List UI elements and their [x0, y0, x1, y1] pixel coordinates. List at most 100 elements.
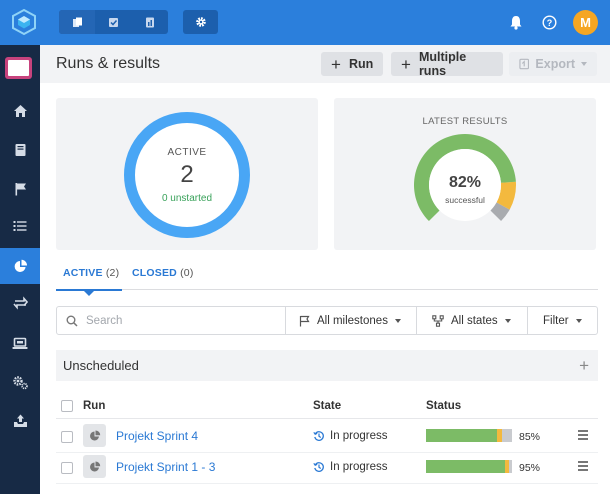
checklist-view-button[interactable] — [95, 10, 131, 34]
pie-chart-icon — [89, 460, 100, 471]
filter-label: Filter — [543, 314, 569, 327]
passed-segment — [426, 460, 506, 473]
select-all-checkbox[interactable] — [61, 400, 73, 412]
row-checkbox[interactable] — [61, 431, 73, 443]
run-name-link[interactable]: Projekt Sprint 4 — [116, 429, 199, 443]
help-icon: ? — [541, 14, 557, 30]
run-icon — [83, 455, 106, 478]
chevron-down-icon — [504, 318, 511, 323]
document-view-icon — [145, 17, 154, 27]
export-icon — [519, 58, 530, 70]
filter-divider — [416, 307, 417, 334]
svg-text:?: ? — [546, 18, 552, 28]
workflow-icon — [432, 314, 444, 327]
states-label: All states — [451, 314, 498, 327]
sync-icon — [12, 296, 28, 310]
export-button[interactable]: Export — [509, 52, 597, 76]
passed-donut-segment — [414, 134, 516, 222]
sidebar-item-automation[interactable] — [0, 325, 40, 361]
filter-divider — [285, 307, 286, 334]
results-donut-chart: 82% successful — [414, 134, 516, 222]
view-switcher — [59, 10, 168, 34]
tab-active[interactable]: ACTIVE (2) — [63, 267, 119, 279]
status-percent: 95% — [519, 462, 541, 474]
top-bar: ? M — [0, 0, 610, 45]
flag-icon — [15, 183, 26, 196]
project-thumbnail[interactable] — [5, 57, 32, 79]
sidebar-item-dashboard[interactable] — [0, 93, 40, 129]
runs-view-button[interactable] — [59, 10, 96, 34]
states-dropdown[interactable]: All states — [432, 307, 511, 334]
gear-icon — [195, 17, 206, 27]
milestones-dropdown[interactable]: All milestones — [299, 307, 401, 334]
group-title: Unscheduled — [63, 358, 139, 373]
filter-dropdown[interactable]: Filter — [543, 307, 582, 334]
chevron-down-icon — [394, 318, 401, 323]
column-status: Status — [426, 400, 462, 412]
sidebar-item-runs-results[interactable] — [0, 248, 40, 284]
column-state: State — [313, 400, 342, 412]
multiple-runs-label: Multiple runs — [418, 50, 467, 78]
settings-button[interactable] — [183, 10, 218, 34]
history-icon — [313, 462, 324, 472]
home-icon — [13, 105, 27, 117]
run-icon — [83, 424, 106, 447]
settings-gears-icon — [12, 375, 28, 389]
sidebar-item-sync[interactable] — [0, 285, 40, 321]
row-menu-button[interactable] — [578, 430, 588, 442]
latest-results-card: LATEST RESULTS 82% successful — [334, 98, 596, 250]
milestones-label: All milestones — [317, 314, 388, 327]
status-progress-bar — [426, 460, 512, 473]
row-checkbox[interactable] — [61, 462, 73, 474]
add-run-button[interactable]: + Run — [321, 52, 383, 76]
results-label: successful — [445, 195, 485, 205]
run-state: In progress — [313, 461, 388, 473]
results-percent: 82% — [449, 174, 481, 191]
tab-closed-count: (0) — [180, 267, 194, 279]
filter-divider — [527, 307, 528, 334]
export-label: Export — [535, 57, 575, 71]
table-row: Projekt Sprint 4 In progress 85% — [56, 422, 598, 453]
app-logo-icon[interactable] — [10, 8, 38, 36]
document-view-button[interactable] — [132, 10, 168, 34]
notifications-button[interactable] — [506, 12, 526, 32]
plus-icon: + — [331, 54, 341, 74]
list-icon — [13, 221, 27, 231]
sidebar-item-milestones[interactable] — [0, 171, 40, 207]
passed-segment — [426, 429, 497, 442]
active-count: 2 — [180, 161, 194, 188]
sidebar-item-cases[interactable] — [0, 132, 40, 168]
run-name-link[interactable]: Projekt Sprint 1 - 3 — [116, 460, 216, 474]
run-state: In progress — [313, 430, 388, 442]
search-input[interactable] — [86, 314, 266, 327]
active-ring: ACTIVE 2 0 unstarted — [124, 112, 250, 238]
add-multiple-runs-button[interactable]: + Multiple runs — [391, 50, 503, 78]
tab-active-count: (2) — [105, 267, 120, 279]
run-state-label: In progress — [330, 430, 388, 442]
blocked-segment — [505, 460, 510, 473]
tab-indicator-caret — [84, 291, 94, 296]
milestone-group-header: Unscheduled + — [56, 350, 598, 381]
pie-chart-icon — [89, 429, 100, 440]
table-row: Projekt Sprint 1 - 3 In progress 95% — [56, 453, 598, 484]
upload-tray-icon — [13, 414, 27, 427]
tab-closed-label: CLOSED — [132, 267, 177, 279]
sidebar-item-test-cases[interactable] — [0, 208, 40, 244]
book-icon — [15, 144, 25, 156]
column-run: Run — [83, 400, 106, 412]
pie-chart-icon — [14, 259, 27, 272]
checklist-view-icon — [108, 17, 118, 27]
add-run-label: Run — [348, 57, 374, 71]
runs-table-header: Run State Status — [56, 395, 598, 419]
help-button[interactable]: ? — [539, 12, 559, 32]
row-menu-button[interactable] — [578, 461, 588, 473]
search-icon — [66, 315, 78, 327]
tab-closed[interactable]: CLOSED (0) — [132, 267, 194, 279]
sidebar-item-project-settings[interactable] — [0, 364, 40, 400]
user-avatar[interactable]: M — [573, 10, 598, 35]
add-to-group-button[interactable]: + — [579, 356, 589, 375]
sidebar-item-import-export[interactable] — [0, 403, 40, 439]
active-runs-card: ACTIVE 2 0 unstarted — [56, 98, 318, 250]
chevron-down-icon — [575, 318, 582, 323]
tab-indicator — [56, 289, 122, 291]
